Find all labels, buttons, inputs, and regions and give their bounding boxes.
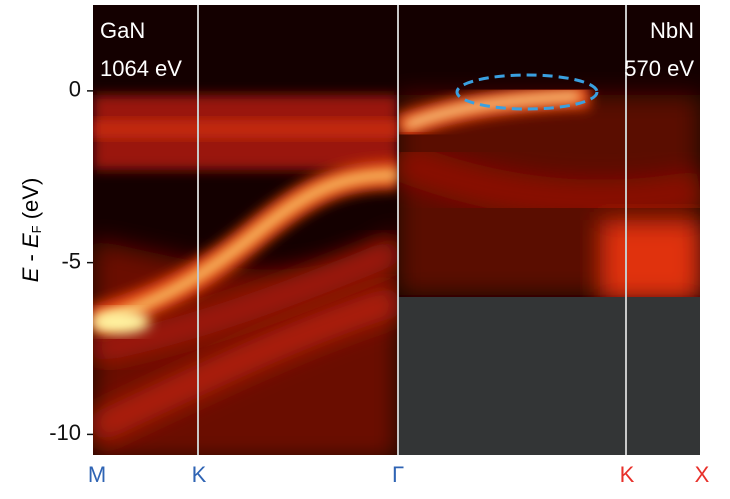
y-label-part: - — [18, 248, 43, 268]
annotation: 1064 eV — [100, 56, 182, 81]
annotation: GaN — [100, 18, 145, 43]
x-tick-label: K — [192, 462, 207, 487]
y-label-part: (eV) — [18, 178, 43, 226]
annotation: NbN — [650, 18, 694, 43]
x-tick-label: Γ — [392, 462, 404, 487]
y-label-part: E — [18, 233, 43, 248]
y-label-part: F — [29, 225, 44, 233]
x-tick-label: K — [620, 462, 635, 487]
nbn-panel — [398, 83, 700, 455]
y-tick-label: -5 — [61, 248, 81, 273]
annotation: 570 eV — [624, 56, 694, 81]
y-label-part: E — [18, 267, 43, 282]
x-tick-label: X — [695, 462, 710, 487]
y-tick-label: 0 — [69, 77, 81, 102]
heatmap — [93, 5, 700, 455]
y-axis-label: E - EF (eV) — [18, 178, 45, 283]
y-tick-label: -10 — [49, 420, 81, 445]
gan-panel — [93, 95, 398, 455]
x-tick-label: M — [88, 462, 106, 487]
